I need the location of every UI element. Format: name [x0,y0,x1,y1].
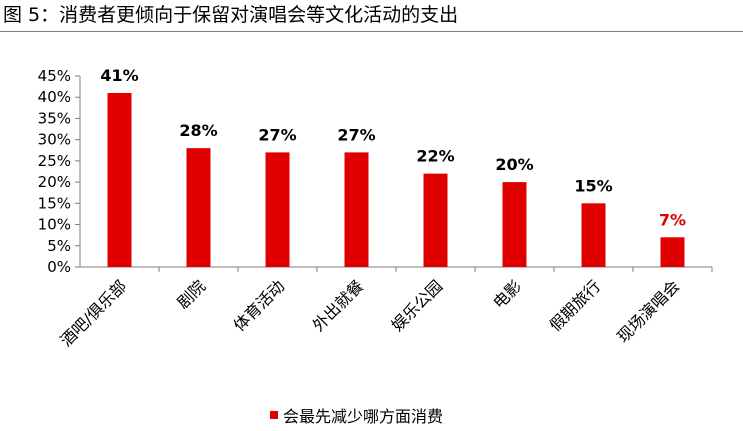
x-tick-label: 酒吧/俱乐部 [57,276,131,350]
data-label: 41% [100,66,138,85]
y-tick-label: 45% [38,67,71,85]
x-tick-label: 现场演唱会 [613,276,683,346]
data-label: 27% [337,125,375,144]
x-tick-label: 假期旅行 [546,276,605,335]
x-tick-label: 电影 [489,276,525,312]
bar [344,152,369,267]
bar [660,237,685,267]
bar [581,203,606,267]
title-rule [0,31,743,32]
y-tick-label: 15% [38,194,71,212]
x-tick-label: 娱乐公园 [388,276,447,335]
x-tick-label: 外出就餐 [309,276,368,335]
y-tick-label: 35% [38,109,71,127]
bar [265,152,290,267]
bar [423,173,448,267]
data-label: 20% [495,155,533,174]
data-label: 7% [659,210,686,229]
y-tick-label: 0% [47,258,71,276]
y-tick-label: 5% [47,237,71,255]
legend-swatch [270,411,278,419]
data-label: 28% [179,121,217,140]
data-label: 22% [416,147,454,166]
y-tick-label: 40% [38,88,71,106]
y-tick-label: 10% [38,216,71,234]
y-tick-label: 30% [38,131,71,149]
figure-title: 图 5：消费者更倾向于保留对演唱会等文化活动的支出 [3,4,459,26]
x-tick-label: 体育活动 [230,276,289,335]
bar [107,92,132,267]
y-tick-label: 20% [38,173,71,191]
data-label: 15% [574,176,612,195]
legend: 会最先减少哪方面消费 [270,404,443,426]
y-tick-label: 25% [38,152,71,170]
legend-label: 会最先减少哪方面消费 [283,407,444,426]
x-tick-label: 剧院 [173,276,209,312]
bar [186,148,211,267]
data-label: 27% [258,125,296,144]
bar [502,182,527,267]
